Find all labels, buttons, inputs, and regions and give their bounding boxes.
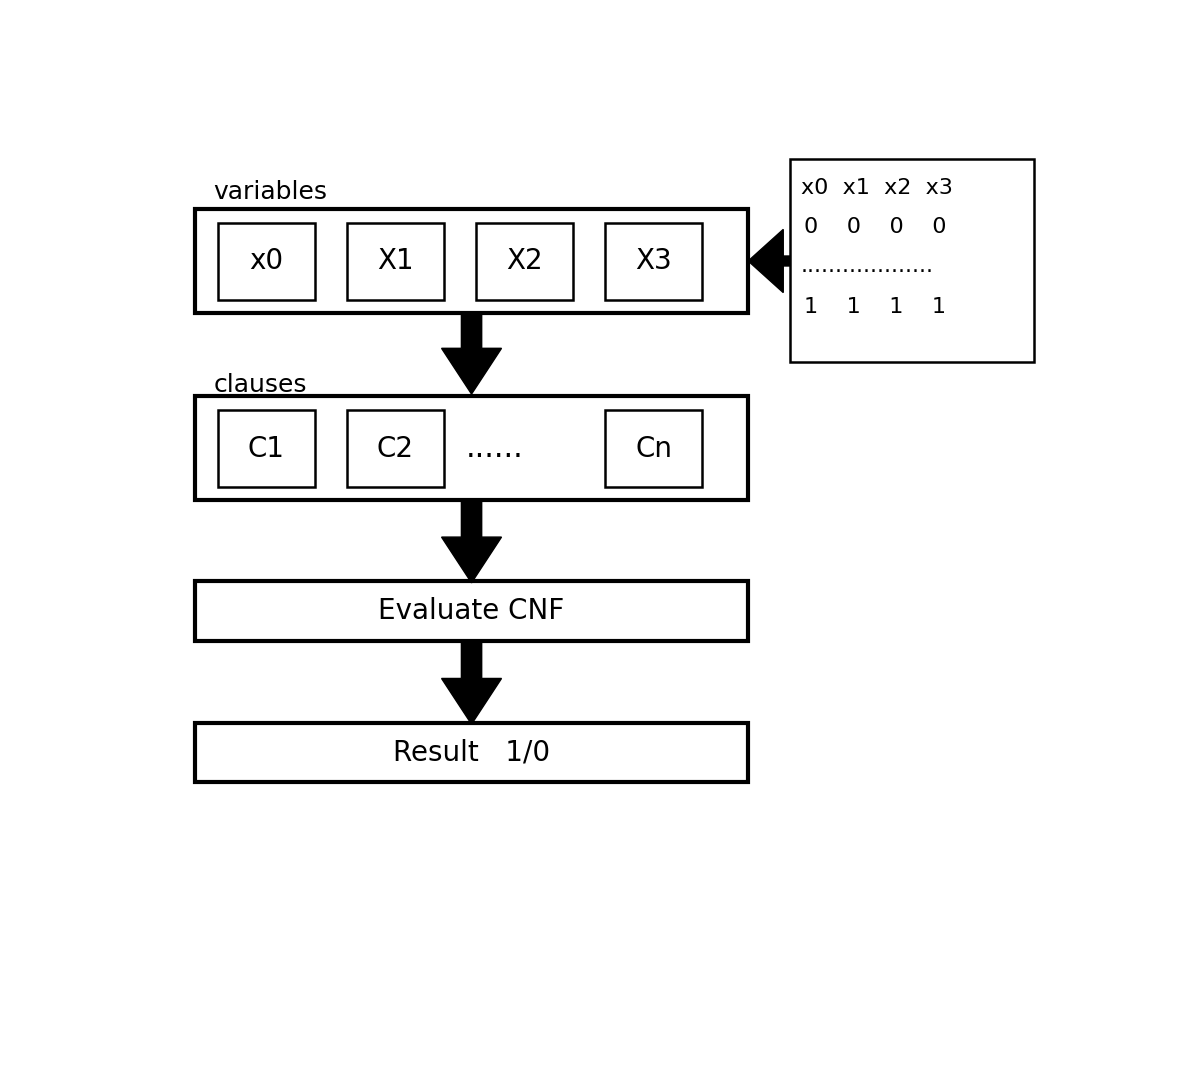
Bar [218,409,314,487]
Text: x0  x1  x2  x3: x0 x1 x2 x3 [801,178,953,198]
Text: 1    1    1    1: 1 1 1 1 [803,297,946,316]
Text: ...................: ................... [801,256,934,276]
Polygon shape [749,229,790,293]
Text: 0    0    0    0: 0 0 0 0 [803,217,946,237]
Text: X2: X2 [506,247,543,275]
Bar [606,222,702,300]
Text: ......: ...... [465,433,524,462]
Bar [347,409,444,487]
Bar [195,395,749,500]
Bar [195,208,749,312]
Polygon shape [441,312,501,394]
Bar [790,159,1034,363]
Bar [218,222,314,300]
Text: C2: C2 [377,434,414,462]
Polygon shape [441,500,501,583]
Text: X3: X3 [635,247,672,275]
Bar [195,723,749,782]
Text: clauses: clauses [213,374,307,397]
Text: variables: variables [213,180,327,204]
Text: Evaluate CNF: Evaluate CNF [378,597,565,625]
Text: x0: x0 [249,247,283,275]
Bar [476,222,574,300]
Text: Cn: Cn [635,434,672,462]
Text: Result   1/0: Result 1/0 [393,739,550,767]
Text: C1: C1 [248,434,284,462]
Bar [347,222,444,300]
Text: X1: X1 [377,247,414,275]
Polygon shape [441,642,501,725]
Bar [606,409,702,487]
Bar [195,581,749,642]
